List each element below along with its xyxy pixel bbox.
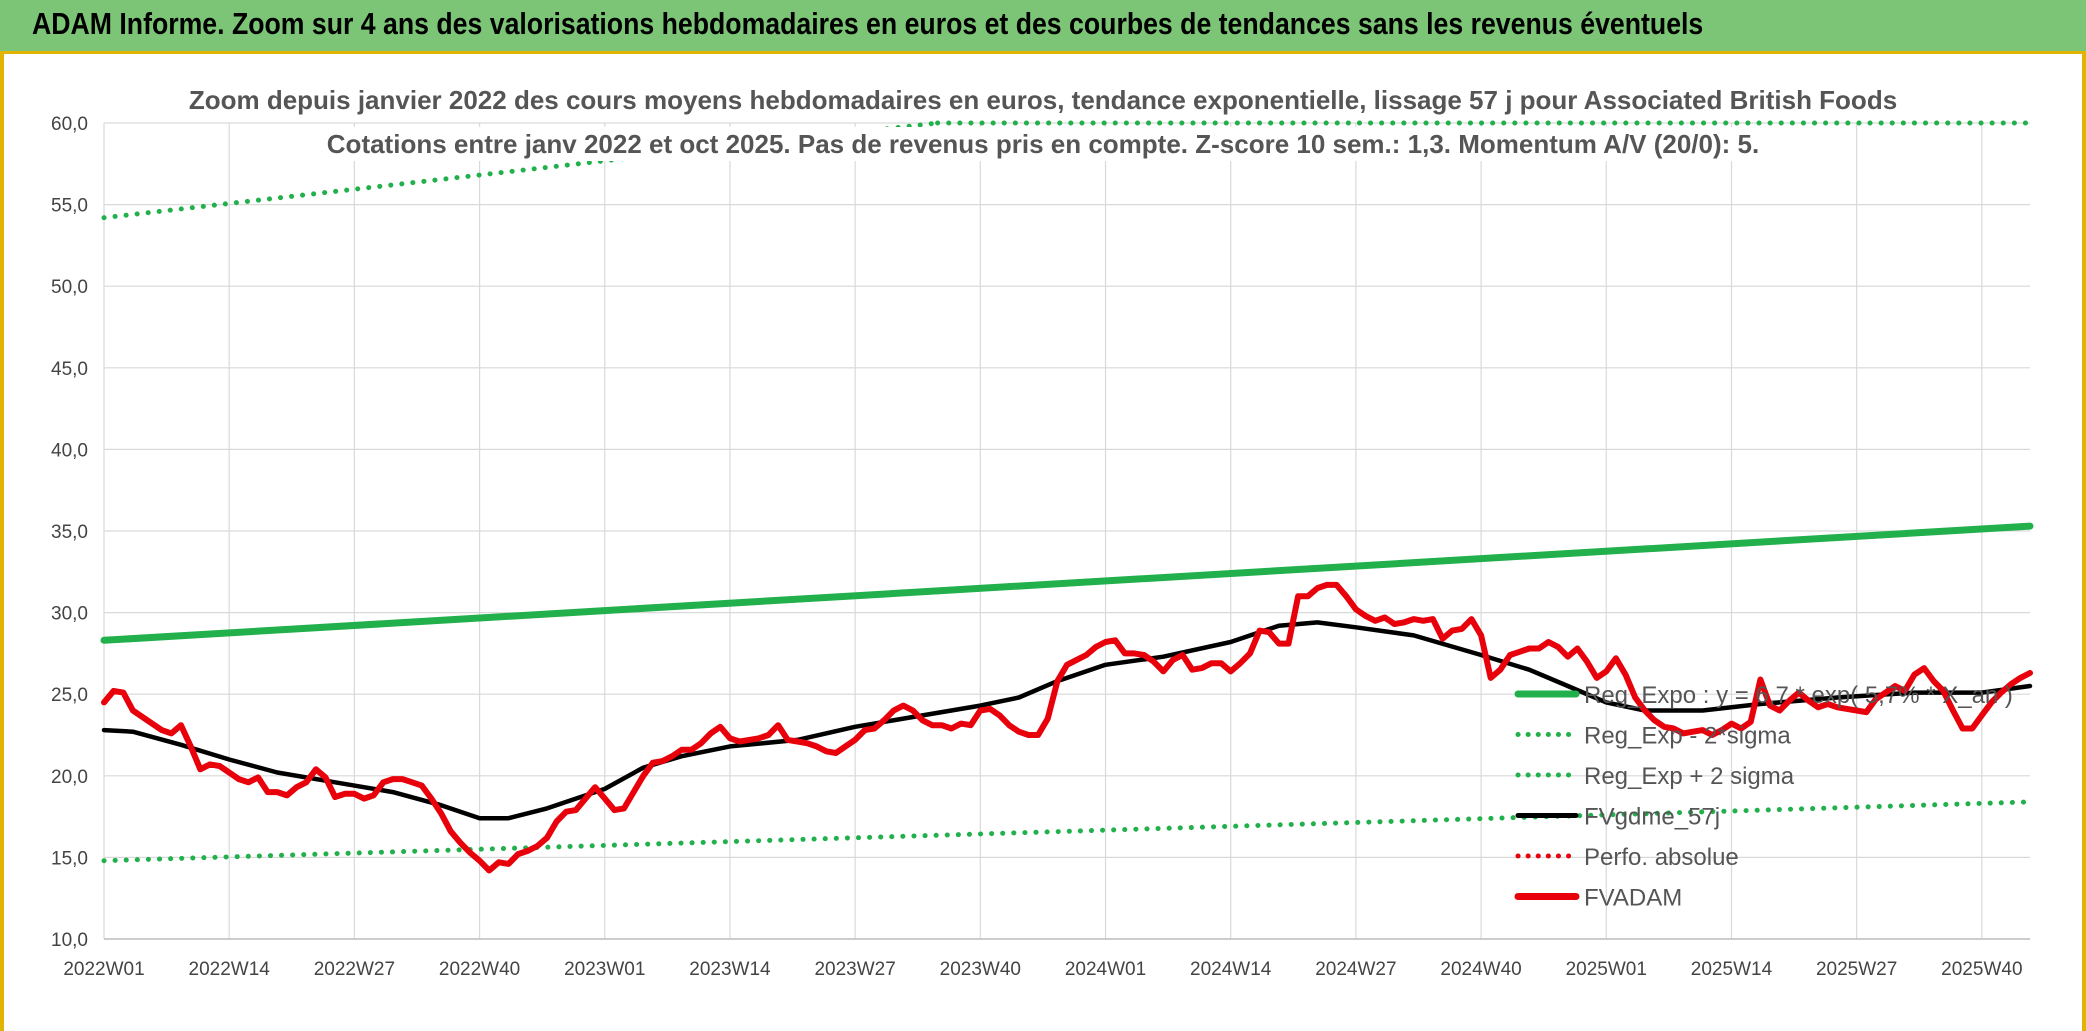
legend-label: FVADAM [1584, 885, 1682, 912]
x-tick-label: 2024W40 [1440, 959, 1521, 980]
fvgdme-57j-line [101, 620, 2033, 821]
x-tick-label: 2024W14 [1190, 959, 1272, 980]
reg-expo-line [100, 522, 2034, 644]
y-tick-label: 45,0 [51, 359, 88, 380]
page-banner: ADAM Informe. Zoom sur 4 ans des valoris… [0, 0, 2086, 54]
title-background [178, 83, 1908, 117]
fvadam-line [101, 581, 2033, 874]
x-tick-label: 2024W01 [1065, 959, 1146, 980]
y-tick-label: 50,0 [51, 277, 88, 298]
x-tick-label: 2023W14 [689, 959, 771, 980]
y-tick-label: 55,0 [51, 196, 88, 217]
x-tick-label: 2023W27 [814, 959, 895, 980]
x-tick-label: 2022W14 [189, 959, 271, 980]
y-tick-label: 60,0 [51, 114, 88, 135]
chart-title-line: Zoom depuis janvier 2022 des cours moyen… [189, 85, 1897, 115]
banner-title: ADAM Informe. Zoom sur 4 ans des valoris… [32, 6, 1704, 41]
y-tick-label: 10,0 [51, 930, 88, 951]
x-axis: 2022W01 2022W14 2022W27 2022W40 2023W01 2023W… [63, 959, 2022, 980]
y-tick-label: 15,0 [51, 848, 88, 869]
x-tick-label: 2023W01 [564, 959, 645, 980]
legend-label: Perfo. absolue [1584, 844, 1739, 871]
title-background [316, 127, 1770, 161]
y-tick-label: 20,0 [51, 767, 88, 788]
x-tick-label: 2022W27 [314, 959, 395, 980]
reg-minus-2sigma-line [101, 799, 2033, 864]
legend-label: Reg_Exp + 2 sigma [1584, 763, 1795, 790]
x-tick-label: 2022W01 [63, 959, 144, 980]
x-tick-label: 2025W27 [1816, 959, 1897, 980]
x-tick-label: 2025W01 [1566, 959, 1647, 980]
y-axis: 10,0 15,0 20,0 25,0 30,0 35,0 40,0 45,0 50,0 55,0… [51, 114, 88, 951]
chart-title-line: Cotations entre janv 2022 et oct 2025. P… [327, 129, 1759, 159]
chart-titles: Zoom depuis janvier 2022 des cours moyen… [178, 83, 1908, 161]
chart-series [100, 120, 2034, 874]
x-tick-label: 2025W40 [1941, 959, 2022, 980]
x-tick-label: 2022W40 [439, 959, 520, 980]
x-tick-label: 2024W27 [1315, 959, 1396, 980]
chart-legend: Reg_Expo : y = 6,7 * exp( 5,7% * X_an ) R… [1514, 682, 2013, 912]
y-tick-label: 30,0 [51, 604, 88, 625]
x-tick-label: 2025W14 [1691, 959, 1773, 980]
chart-grid [103, 122, 2030, 940]
y-tick-label: 35,0 [51, 522, 88, 543]
x-tick-label: 2023W40 [940, 959, 1021, 980]
y-tick-label: 40,0 [51, 440, 88, 461]
y-tick-label: 25,0 [51, 685, 88, 706]
legend-label: Reg_Exp - 2*sigma [1584, 723, 1791, 750]
legend-label: FVgdme_57j [1584, 804, 1720, 831]
legend-label: Reg_Expo : y = 6,7 * exp( 5,7% * X_an ) [1584, 682, 2013, 709]
